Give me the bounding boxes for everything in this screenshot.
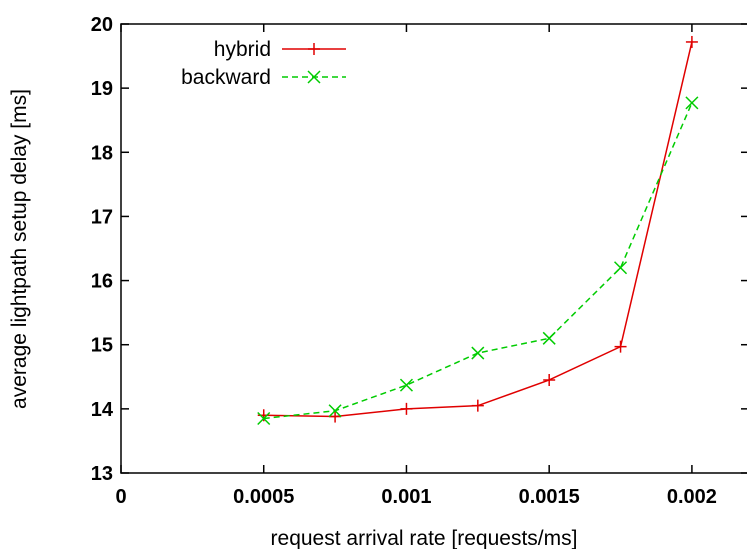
x-tick-label: 0.0015 xyxy=(519,486,580,508)
y-tick-label: 14 xyxy=(91,399,114,421)
series-layer xyxy=(257,35,699,426)
data-point xyxy=(308,43,320,55)
y-tick-label: 17 xyxy=(91,206,113,228)
data-point xyxy=(685,35,698,48)
x-axis: 0 0.0005 0.001 0.0015 0.002 xyxy=(115,24,717,508)
data-point xyxy=(399,378,413,392)
data-point xyxy=(685,96,699,110)
data-point xyxy=(257,411,271,426)
x-tick-label: 0.001 xyxy=(381,486,431,508)
legend-label-hybrid: hybrid xyxy=(214,38,271,61)
data-point xyxy=(614,340,627,353)
legend: hybrid backward xyxy=(181,38,346,89)
y-tick-label: 16 xyxy=(91,271,113,293)
y-tick-label: 20 xyxy=(91,14,113,36)
x-tick-label: 0.002 xyxy=(667,486,717,508)
data-point xyxy=(400,402,413,415)
x-tick-label: 0 xyxy=(115,486,126,508)
y-tick-label: 18 xyxy=(91,142,113,164)
series-line-backward xyxy=(263,102,693,420)
data-point xyxy=(307,70,321,84)
data-point xyxy=(543,373,556,386)
x-axis-label: request arrival rate [requests/ms] xyxy=(271,527,578,549)
y-axis-label: average lightpath setup delay [ms] xyxy=(8,89,31,409)
legend-label-backward: backward xyxy=(181,66,271,89)
data-point xyxy=(471,346,485,360)
data-point xyxy=(328,404,342,418)
data-point xyxy=(542,331,556,345)
x-tick-label: 0.0005 xyxy=(233,486,294,508)
series-line-hybrid xyxy=(263,41,693,418)
data-point xyxy=(614,261,628,275)
data-point xyxy=(329,410,342,423)
y-axis: 13 14 15 16 17 18 19 20 xyxy=(91,14,747,485)
y-tick-label: 19 xyxy=(91,78,113,100)
y-tick-label: 15 xyxy=(91,335,113,357)
plot-frame xyxy=(120,23,747,474)
y-tick-label: 13 xyxy=(91,463,113,485)
data-point xyxy=(471,399,484,412)
